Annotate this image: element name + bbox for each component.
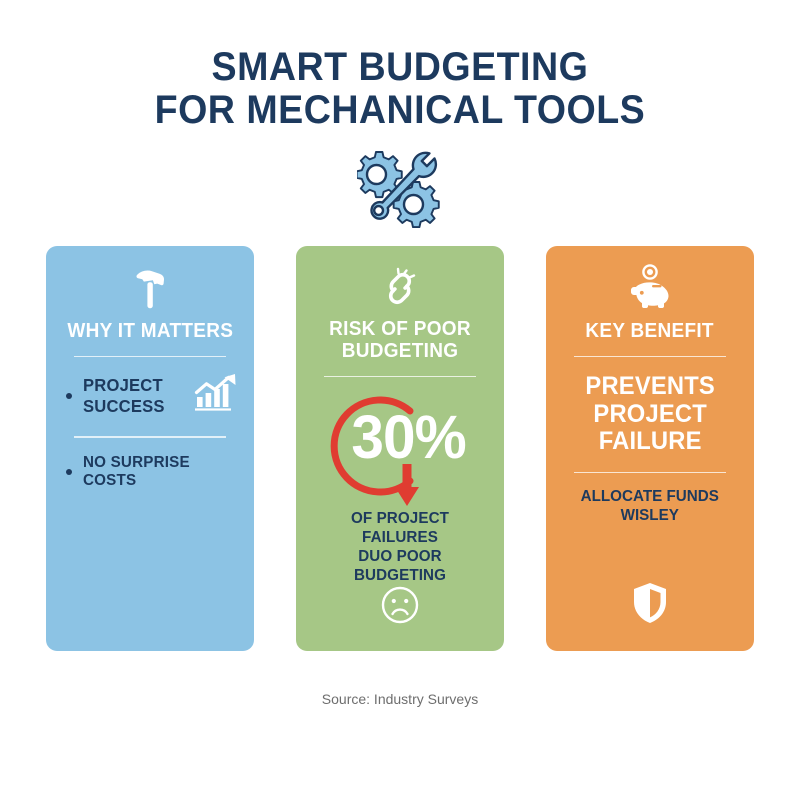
statement-line-3: FAILURE: [598, 427, 702, 456]
statement-line-2: PROJECT: [593, 399, 707, 428]
bullet-label-no-surprise-costs: NO SURPRISE COSTS: [83, 453, 190, 490]
list-item[interactable]: NO SURPRISE COSTS: [60, 454, 240, 491]
title-line-2: FOR MECHANICAL TOOLS: [154, 88, 646, 133]
cards-row: WHY IT MATTERS PROJECT SUCCESS: [46, 246, 754, 652]
red-circular-arc: [318, 391, 438, 506]
card-heading: KEY BENEFIT: [585, 320, 715, 343]
card-heading: WHY IT MATTERS: [67, 320, 233, 343]
subtext-line-1: ALLOCATE FUNDS: [580, 488, 720, 506]
page-title: SMART BUDGETING FOR MECHANICAL TOOLS: [139, 45, 661, 133]
card-divider: [324, 375, 476, 378]
shield-icon: [631, 581, 669, 625]
bullet-dot-icon: [66, 469, 72, 476]
bullet-label-project-success: PROJECT SUCCESS: [83, 375, 165, 416]
key-benefit-statement: PREVENTS PROJECT FAILURE: [585, 373, 715, 456]
card-why-it-matters[interactable]: WHY IT MATTERS PROJECT SUCCESS: [46, 246, 254, 652]
key-benefit-subtext: ALLOCATE FUNDS WISLEY: [581, 487, 719, 525]
card-divider: [574, 355, 726, 358]
stat-caption-line-2: DUO POOR BUDGETING: [353, 548, 447, 585]
hammer-icon: [133, 264, 167, 310]
card-risk-of-poor-budgeting[interactable]: RISK OF POOR BUDGETING 30%: [296, 246, 504, 652]
gear-wrench-icon: [357, 146, 443, 229]
red-down-arrow-icon: [392, 463, 422, 513]
bullet-dot-icon: [66, 392, 72, 399]
subtext-line-2: WISLEY: [620, 507, 680, 525]
title-line-1: SMART BUDGETING: [211, 45, 589, 89]
statement-line-1: PREVENTS: [585, 372, 715, 401]
stat-block: 30%: [310, 385, 490, 506]
stat-caption-line-1: OF PROJECT FAILURES: [350, 509, 450, 546]
sad-face-icon: [380, 585, 420, 625]
stat-value-30-percent: 30%: [351, 403, 467, 472]
card-divider: [74, 355, 226, 358]
growth-bar-chart-icon: [194, 373, 238, 418]
card-heading: RISK OF POOR BUDGETING: [329, 318, 471, 363]
card-key-benefit[interactable]: KEY BENEFIT PREVENTS PROJECT FAILURE ALL…: [546, 246, 754, 652]
card-divider: [74, 436, 226, 438]
source-note: Source: Industry Surveys: [321, 691, 479, 708]
card-divider: [574, 471, 726, 474]
list-item[interactable]: PROJECT SUCCESS: [60, 373, 240, 418]
broken-chain-icon: [380, 264, 420, 308]
stat-caption: OF PROJECT FAILURES DUO POOR BUDGETING: [315, 509, 486, 586]
piggy-bank-icon: [625, 264, 675, 310]
